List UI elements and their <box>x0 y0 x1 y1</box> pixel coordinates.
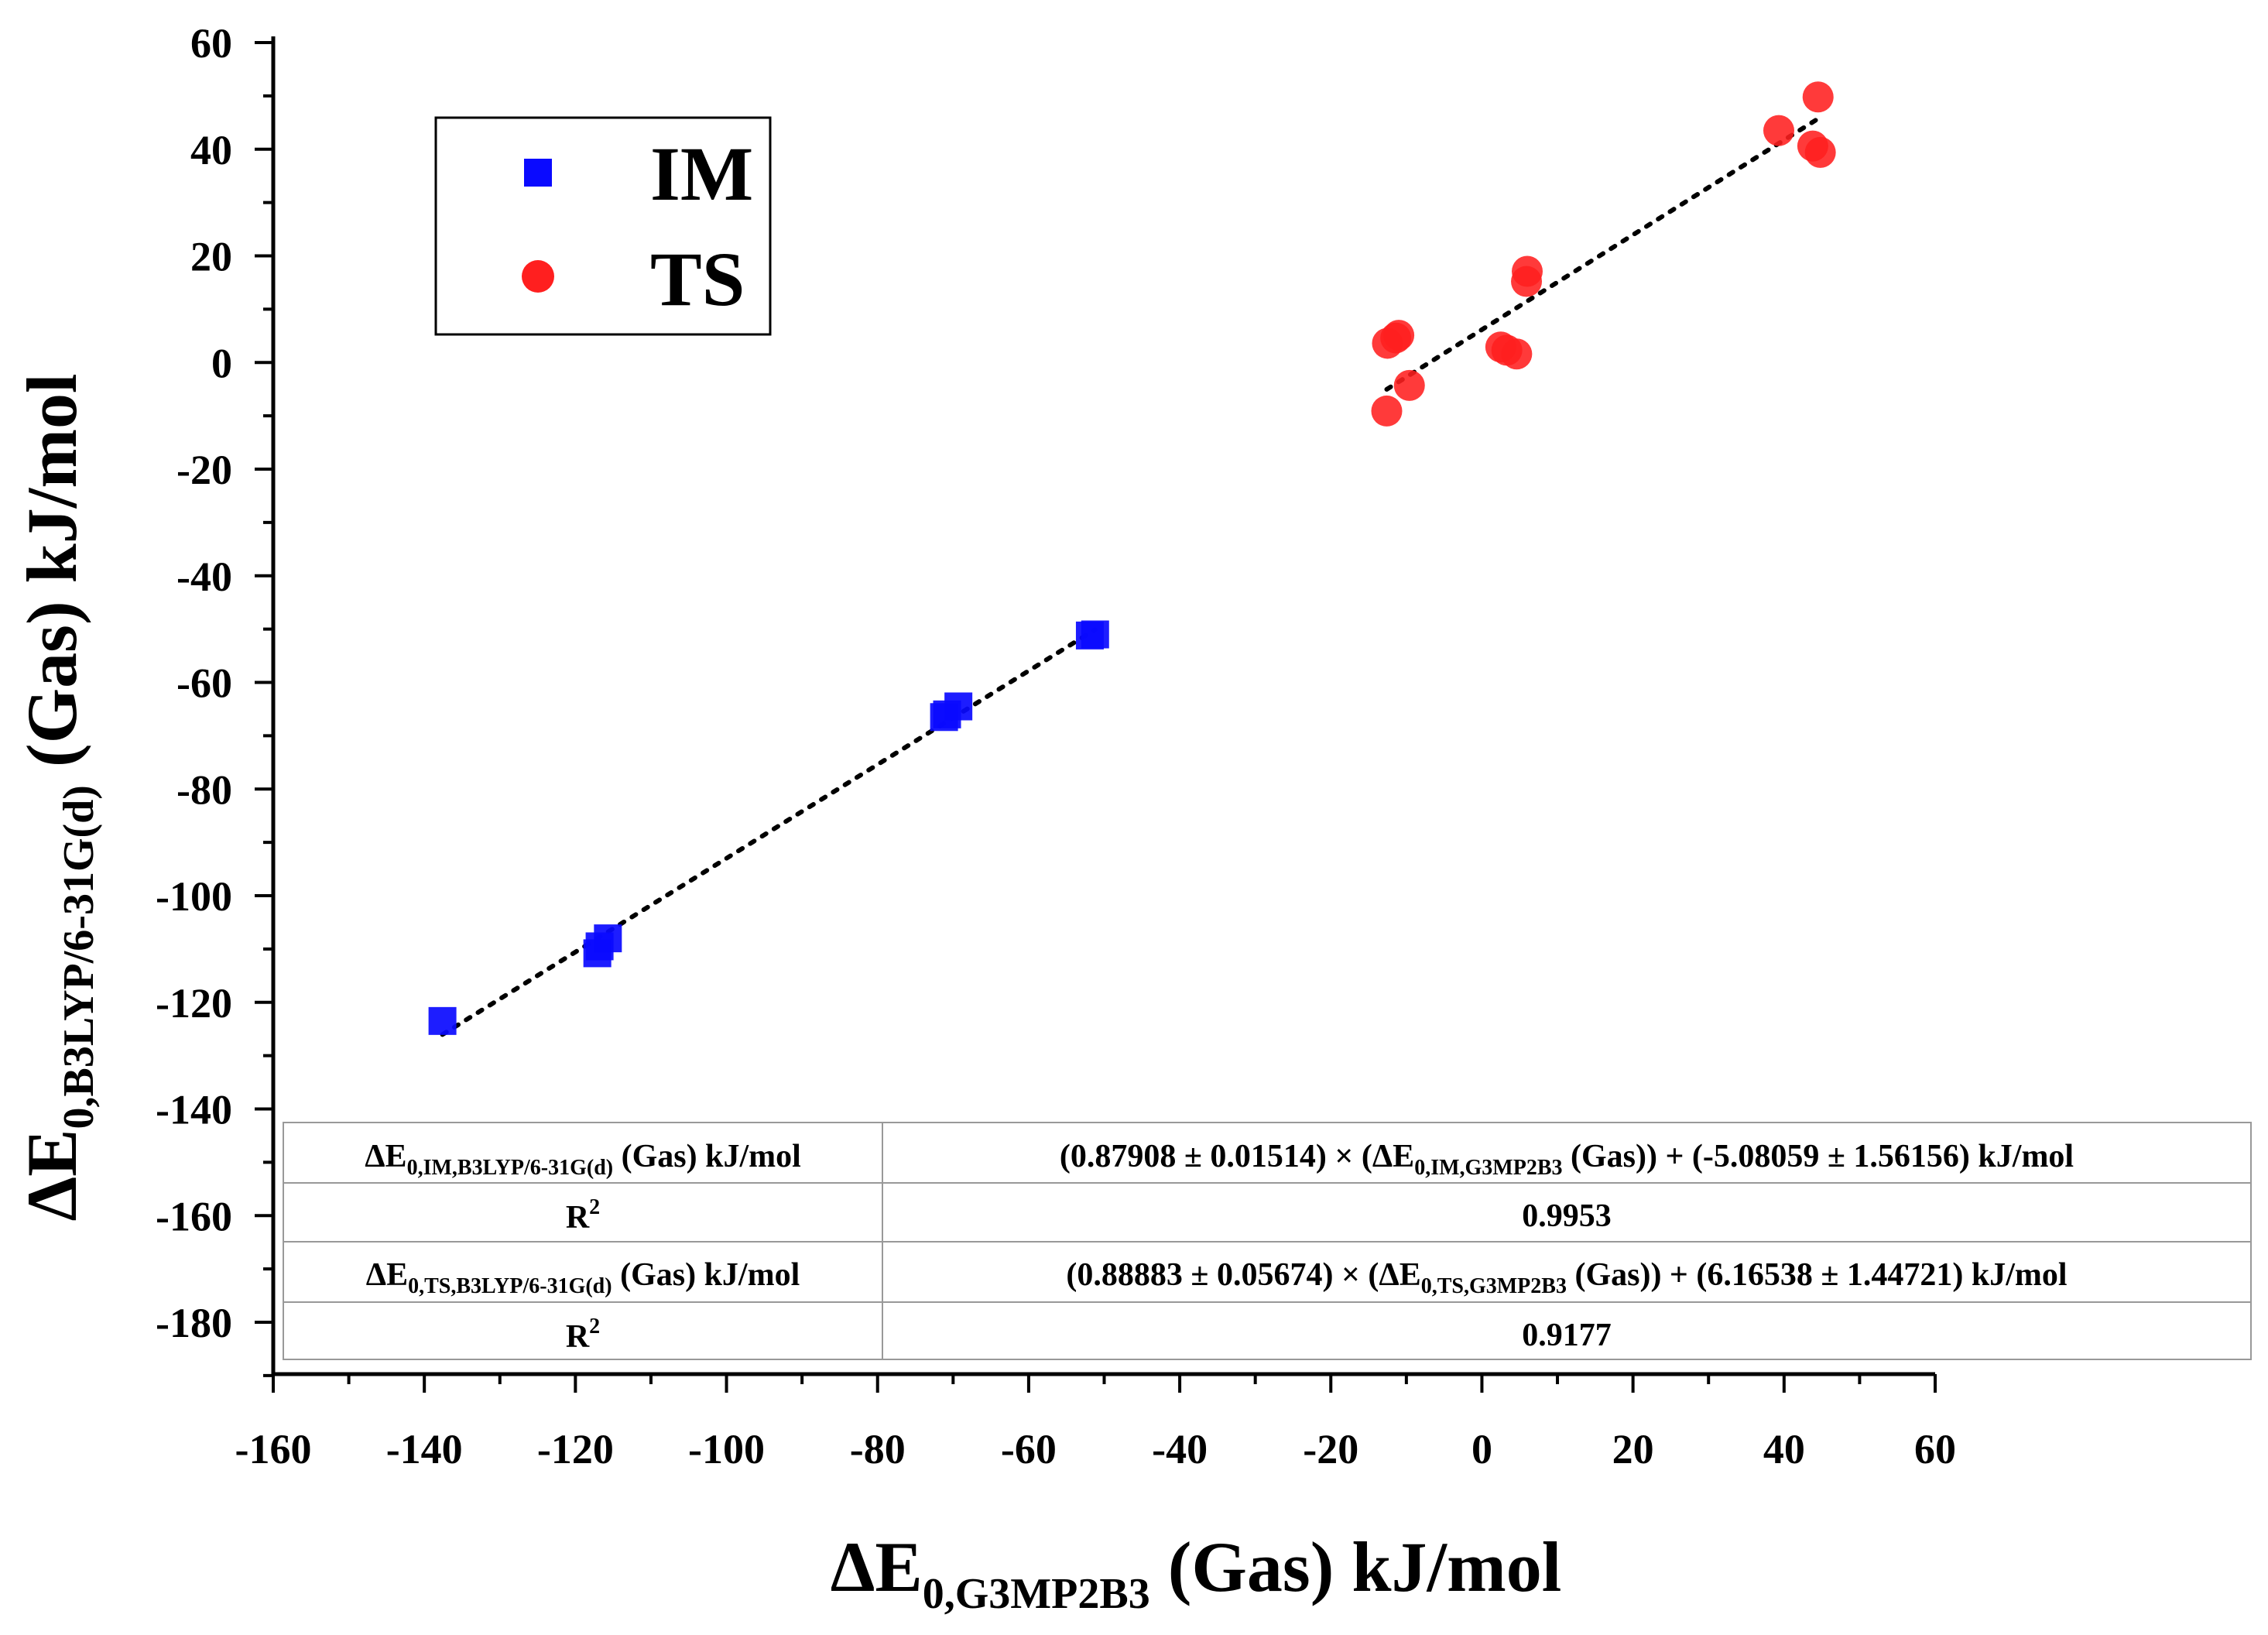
x-tick-label: 20 <box>1612 1426 1654 1472</box>
x-tick-label: -80 <box>850 1426 906 1472</box>
x-tick-label: -140 <box>386 1426 463 1472</box>
fit-table-ts-r2-label: R2 <box>566 1315 600 1355</box>
point-im <box>594 924 622 953</box>
fit-table-im-equation: (0.87908 ± 0.01514) × (ΔE0,IM,G3MP2B3 (G… <box>1060 1139 2074 1180</box>
y-tick-label: -100 <box>156 873 232 920</box>
legend: IM TS <box>434 116 772 336</box>
y-tick-label: -120 <box>156 980 232 1027</box>
x-axis-title-main: ΔE <box>831 1527 923 1606</box>
ts-eq-rhs-pre: (0.88883 ± 0.05674) × (ΔE <box>1066 1257 1420 1293</box>
y-tick-label: -20 <box>176 447 232 493</box>
im-r2-main: R <box>566 1200 590 1236</box>
x-tick-label: 60 <box>1914 1426 1956 1472</box>
y-axis-title: ΔE0,B3LYP/6-31G(d) (Gas) kJ/mol <box>12 373 103 1221</box>
fit-table-im-r2-label: R2 <box>566 1195 600 1236</box>
x-tick-label: -160 <box>235 1426 312 1472</box>
y-tick-label: -60 <box>176 660 232 707</box>
point-ts <box>1383 320 1415 351</box>
fit-table-ts-r2-value: 0.9177 <box>1522 1318 1612 1353</box>
legend-label-im: IM <box>650 131 753 217</box>
x-tick-label: -120 <box>537 1426 614 1472</box>
point-ts <box>1501 338 1533 370</box>
x-axis-title-rest: (Gas) kJ/mol <box>1150 1527 1562 1606</box>
legend-box <box>434 116 772 336</box>
im-eq-lhs-sub: 0,IM,B3LYP/6-31G(d) <box>407 1156 614 1180</box>
fit-table-im-equation-label: ΔE0,IM,B3LYP/6-31G(d) (Gas) kJ/mol <box>365 1139 801 1180</box>
im-eq-lhs-main: ΔE <box>365 1139 406 1174</box>
y-tick-label: -160 <box>156 1193 232 1239</box>
legend-marker-im <box>524 159 552 187</box>
legend-marker-ts <box>522 260 554 293</box>
y-tick-label: -80 <box>176 766 232 813</box>
x-axis-title: ΔE0,G3MP2B3 (Gas) kJ/mol <box>831 1527 1562 1618</box>
ts-eq-rhs-post: (Gas)) + (6.16538 ± 1.44721) kJ/mol <box>1567 1257 2068 1293</box>
y-axis-ticks: 60 40 20 0 -20 -40 -60 -80 -100 -120 -140 -160 -180 <box>156 20 273 1377</box>
x-axis-title-sub: 0,G3MP2B3 <box>923 1570 1150 1618</box>
y-tick-label: 0 <box>211 340 232 386</box>
y-tick-label: 20 <box>190 234 232 280</box>
point-im <box>944 692 973 721</box>
point-ts <box>1802 81 1834 113</box>
point-im <box>428 1006 457 1035</box>
im-eq-rhs-sub: 0,IM,G3MP2B3 <box>1414 1156 1562 1180</box>
fit-line-im <box>440 627 1098 1037</box>
fit-table-ts-equation: (0.88883 ± 0.05674) × (ΔE0,TS,G3MP2B3 (G… <box>1066 1257 2067 1298</box>
fit-table-im-r2-value: 0.9953 <box>1522 1198 1612 1234</box>
y-tick-label: 40 <box>190 127 232 173</box>
point-ts <box>1512 255 1543 287</box>
ts-r2-sup: 2 <box>589 1315 600 1339</box>
x-tick-label: -100 <box>688 1426 765 1472</box>
ts-r2-main: R <box>566 1319 590 1355</box>
y-axis-title-main: ΔE <box>12 1129 91 1221</box>
y-axis-title-sub: 0,B3LYP/6-31G(d) <box>55 785 103 1129</box>
x-tick-label: 0 <box>1471 1426 1492 1472</box>
data-points <box>428 81 1836 1035</box>
point-im <box>1081 620 1109 649</box>
im-eq-rhs-post: (Gas)) + (-5.08059 ± 1.56156) kJ/mol <box>1563 1139 2074 1174</box>
ts-eq-lhs-sub: 0,TS,B3LYP/6-31G(d) <box>408 1274 612 1298</box>
ts-eq-lhs-main: ΔE <box>366 1257 408 1293</box>
point-ts <box>1763 115 1794 146</box>
legend-label-ts: TS <box>650 236 745 322</box>
y-tick-label: -140 <box>156 1087 232 1133</box>
point-ts <box>1804 136 1836 168</box>
fit-table-ts-equation-label: ΔE0,TS,B3LYP/6-31G(d) (Gas) kJ/mol <box>366 1257 800 1298</box>
y-axis-title-rest: (Gas) kJ/mol <box>12 373 91 785</box>
x-tick-label: 40 <box>1763 1426 1805 1472</box>
x-tick-label: -20 <box>1303 1426 1358 1472</box>
im-eq-lhs-rest: (Gas) kJ/mol <box>613 1139 801 1174</box>
ts-eq-rhs-sub: 0,TS,G3MP2B3 <box>1421 1274 1567 1298</box>
y-tick-label: 60 <box>190 20 232 67</box>
point-ts <box>1393 369 1425 401</box>
fit-lines <box>440 115 1823 1037</box>
x-tick-label: -60 <box>1001 1426 1057 1472</box>
ts-eq-lhs-rest: (Gas) kJ/mol <box>612 1257 800 1293</box>
x-axis-ticks: -160 -140 -120 -100 -80 -60 -40 -20 0 20 40 60 <box>235 1374 1956 1472</box>
x-tick-label: -40 <box>1152 1426 1208 1472</box>
y-tick-label: -40 <box>176 554 232 600</box>
y-tick-label: -180 <box>156 1300 232 1346</box>
point-ts <box>1371 395 1403 427</box>
im-eq-rhs-pre: (0.87908 ± 0.01514) × (ΔE <box>1060 1139 1414 1174</box>
fit-table: ΔE0,IM,B3LYP/6-31G(d) (Gas) kJ/mol (0.87… <box>283 1122 2252 1360</box>
fit-line-ts <box>1384 115 1823 392</box>
im-r2-sup: 2 <box>589 1195 600 1219</box>
